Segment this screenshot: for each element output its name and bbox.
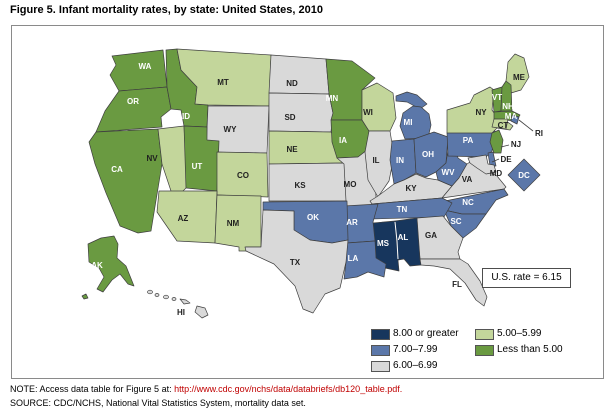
label-ma: MA	[505, 112, 518, 121]
state-nj	[489, 129, 504, 154]
label-dc: DC	[518, 171, 530, 180]
state-ut	[183, 125, 220, 192]
nj-callout-line	[500, 144, 510, 148]
label-va: VA	[462, 175, 473, 184]
state-mi-upper	[395, 91, 428, 110]
label-sc: SC	[450, 217, 461, 226]
state-ct	[491, 118, 509, 130]
label-ak: AK	[91, 261, 103, 270]
label-ca: CA	[111, 165, 123, 174]
label-ky: KY	[405, 184, 417, 193]
figure-title: Figure 5. Infant mortality rates, by sta…	[10, 4, 323, 16]
label-sd: SD	[284, 113, 295, 122]
ms-al-divider	[394, 221, 399, 260]
state-ak-islet	[81, 293, 89, 300]
state-me	[505, 53, 530, 94]
state-la	[343, 240, 387, 280]
label-wv: WV	[442, 168, 456, 177]
label-md: MD	[490, 169, 503, 178]
label-ia: IA	[339, 136, 347, 145]
state-or	[95, 86, 172, 133]
label-wa: WA	[139, 62, 152, 71]
label-oh: OH	[422, 150, 434, 159]
state-dc-diamond	[507, 158, 541, 192]
label-co: CO	[237, 171, 249, 180]
de-callout-line	[491, 158, 500, 163]
label-ri: RI	[535, 129, 543, 138]
label-ks: KS	[294, 181, 306, 190]
state-il	[364, 130, 395, 198]
label-la: LA	[348, 254, 359, 263]
label-nv: NV	[146, 154, 158, 163]
label-ms: MS	[377, 239, 390, 248]
state-co	[216, 151, 269, 198]
state-wv	[435, 145, 468, 187]
state-fl	[419, 258, 488, 307]
state-az	[156, 190, 218, 244]
state-md	[467, 154, 497, 175]
state-hi-island-6	[194, 305, 209, 319]
label-wi: WI	[363, 108, 373, 117]
us-rate-box: U.S. rate = 6.15	[482, 268, 571, 288]
label-tn: TN	[397, 205, 408, 214]
label-ar: AR	[346, 218, 358, 227]
label-nj: NJ	[511, 140, 521, 149]
label-nm: NM	[227, 219, 240, 228]
label-tx: TX	[290, 258, 301, 267]
label-az: AZ	[178, 214, 189, 223]
state-hi-island-1	[147, 289, 153, 295]
label-mn: MN	[326, 94, 339, 103]
state-wi	[361, 82, 397, 132]
label-mt: MT	[217, 78, 229, 87]
state-tx	[244, 209, 349, 314]
state-ks	[268, 162, 348, 202]
label-vt: VT	[492, 93, 502, 102]
label-ct: CT	[498, 121, 509, 130]
label-hi: HI	[177, 308, 185, 317]
label-or: OR	[127, 97, 139, 106]
state-al	[394, 217, 422, 267]
label-ut: UT	[192, 162, 203, 171]
state-mi-lower	[399, 105, 432, 140]
state-sd	[268, 92, 334, 133]
label-ny: NY	[475, 108, 487, 117]
state-hi-island-3	[163, 294, 169, 300]
label-il: IL	[372, 156, 379, 165]
label-ok: OK	[307, 213, 319, 222]
label-pa: PA	[463, 136, 474, 145]
source-text: SOURCE: CDC/NCHS, National Vital Statist…	[10, 398, 306, 408]
state-hi-island-5	[179, 298, 191, 305]
label-nh: NH	[502, 102, 514, 111]
state-de	[487, 151, 497, 167]
label-mo: MO	[344, 180, 357, 189]
label-ga: GA	[425, 231, 437, 240]
ri-callout-line	[518, 119, 534, 132]
label-al: AL	[398, 233, 409, 242]
state-hi-island-2	[154, 293, 160, 297]
state-hi-island-4	[171, 297, 177, 301]
state-nd	[268, 54, 330, 95]
label-me: ME	[513, 73, 526, 82]
label-nc: NC	[462, 198, 474, 207]
label-de: DE	[500, 155, 512, 164]
state-ri	[510, 114, 520, 125]
note-text: NOTE: Access data table for Figure 5 at:…	[10, 384, 402, 394]
state-ca	[88, 128, 163, 234]
label-fl: FL	[452, 280, 462, 289]
label-wy: WY	[224, 125, 238, 134]
state-ia	[330, 119, 370, 159]
label-mi: MI	[404, 118, 413, 127]
label-nd: ND	[286, 79, 298, 88]
label-in: IN	[396, 156, 404, 165]
note-prefix: NOTE: Access data table for Figure 5 at:	[10, 384, 175, 394]
state-nv	[157, 125, 188, 201]
label-id: ID	[182, 112, 190, 121]
note-link-url[interactable]: http://www.cdc.gov/nchs/data/databriefs/…	[174, 384, 403, 394]
state-ak	[87, 235, 135, 293]
label-ne: NE	[286, 145, 298, 154]
state-nh	[500, 80, 513, 112]
